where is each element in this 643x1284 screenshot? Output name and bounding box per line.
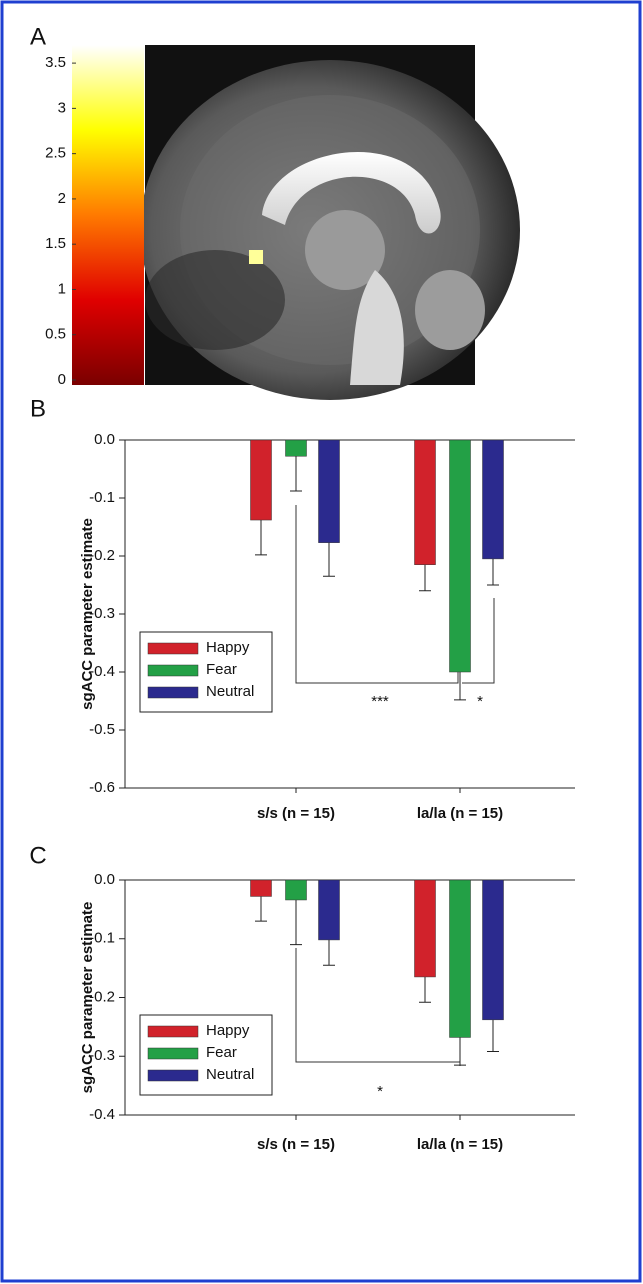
annotation: *	[377, 1083, 383, 1100]
error-bar	[487, 1020, 499, 1052]
page: {"chart_data": [ {"type": "colormap", "p…	[0, 0, 643, 1284]
legend-label: Happy	[206, 1022, 250, 1039]
annotation: *	[477, 693, 483, 710]
error-bar	[290, 900, 302, 945]
error-bar	[454, 1037, 466, 1065]
y-tick-label: -0.6	[89, 779, 115, 796]
x-tick-label: s/s (n = 15)	[257, 1136, 335, 1153]
error-bar	[323, 940, 335, 965]
colorbar-tick-label: 1.5	[45, 235, 66, 252]
error-bar	[255, 520, 267, 555]
legend-swatch	[148, 1026, 198, 1037]
bar	[251, 880, 272, 896]
y-tick-label: -0.5	[89, 721, 115, 738]
bar	[319, 880, 340, 940]
x-tick-label: s/s (n = 15)	[257, 805, 335, 822]
legend-label: Fear	[206, 1044, 237, 1061]
brain-image	[140, 45, 520, 400]
error-bar	[419, 565, 431, 591]
legend-swatch	[148, 665, 198, 676]
bar	[286, 880, 307, 900]
error-bar	[323, 543, 335, 577]
legend-label: Neutral	[206, 683, 254, 700]
colorbar-tick-label: 2.5	[45, 145, 66, 162]
colorbar-tick-label: 3	[58, 99, 66, 116]
colorbar-tick-label: 1	[58, 280, 66, 297]
y-tick-label: 0.0	[94, 431, 115, 448]
y-tick-label: -0.4	[89, 1106, 115, 1123]
error-bar	[454, 672, 466, 700]
panel-label: C	[29, 842, 46, 869]
legend-swatch	[148, 1048, 198, 1059]
x-tick-label: la/la (n = 15)	[417, 805, 503, 822]
colorbar-tick-label: 3.5	[45, 54, 66, 71]
bar	[450, 440, 471, 672]
y-axis-label: sgACC parameter estimate	[79, 518, 96, 710]
error-bar	[419, 977, 431, 1002]
legend-swatch	[148, 643, 198, 654]
error-bar	[290, 456, 302, 491]
annotation: ***	[371, 693, 389, 710]
y-tick-label: -0.1	[89, 489, 115, 506]
bar	[286, 440, 307, 456]
bar	[450, 880, 471, 1037]
bar	[319, 440, 340, 543]
legend-label: Neutral	[206, 1066, 254, 1083]
colorbar-tick-label: 2	[58, 190, 66, 207]
colorbar-tick-label: 0.5	[45, 326, 66, 343]
y-tick-label: 0.0	[94, 871, 115, 888]
figure: A00.511.522.533.5B0.0-0.1-0.2-0.3-0.4-0.…	[0, 0, 643, 1284]
bar	[415, 880, 436, 977]
bar	[483, 880, 504, 1020]
error-bar	[255, 896, 267, 921]
y-axis-label: sgACC parameter estimate	[79, 902, 96, 1094]
legend-label: Fear	[206, 661, 237, 678]
bar	[251, 440, 272, 520]
colorbar	[72, 45, 144, 385]
x-tick-label: la/la (n = 15)	[417, 1136, 503, 1153]
legend-swatch	[148, 1070, 198, 1081]
colorbar-tick-label: 0	[58, 371, 66, 388]
legend-label: Happy	[206, 639, 250, 656]
panel-label: A	[30, 23, 46, 50]
error-bar	[487, 559, 499, 585]
bar	[483, 440, 504, 559]
legend-swatch	[148, 687, 198, 698]
panel-label: B	[30, 395, 46, 422]
bar	[415, 440, 436, 565]
